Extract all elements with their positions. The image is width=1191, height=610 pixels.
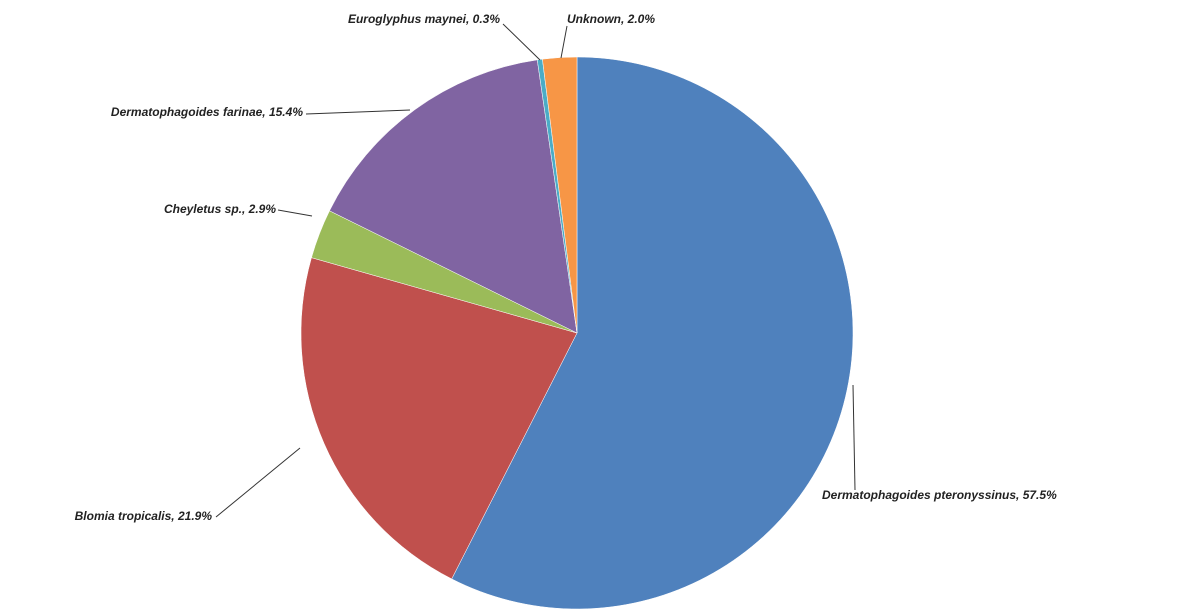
data-label: Dermatophagoides farinae, 15.4% xyxy=(111,105,303,119)
pie-slice xyxy=(300,257,578,580)
leader-line xyxy=(852,384,856,491)
pie-slice xyxy=(451,56,854,610)
pie-slice xyxy=(542,56,578,334)
pie-slice xyxy=(329,59,578,334)
leader-line xyxy=(502,23,541,61)
leader-line xyxy=(277,209,313,217)
data-label: Unknown, 2.0% xyxy=(567,12,655,26)
data-label: Euroglyphus maynei, 0.3% xyxy=(348,12,500,26)
leader-line xyxy=(215,447,301,518)
data-label: Cheyletus sp., 2.9% xyxy=(164,202,276,216)
leader-line xyxy=(560,25,568,59)
leader-line xyxy=(305,109,411,115)
data-label: Blomia tropicalis, 21.9% xyxy=(75,509,213,523)
data-label: Dermatophagoides pteronyssinus, 57.5% xyxy=(822,488,1057,502)
